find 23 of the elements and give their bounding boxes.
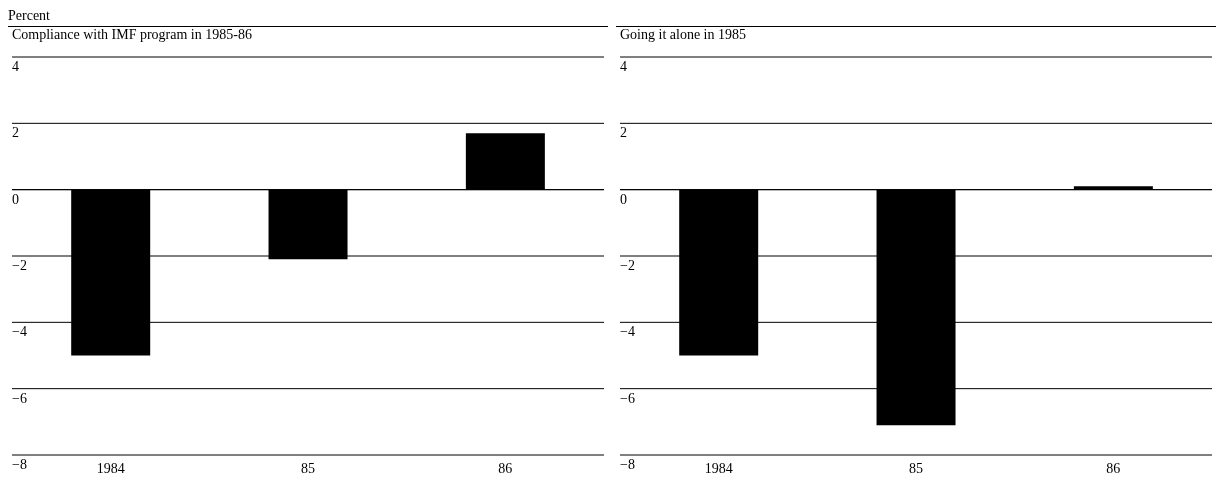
y-axis-title: Percent <box>8 8 51 25</box>
x-tick-label: 86 <box>498 460 513 476</box>
y-tick-label: −6 <box>620 390 635 406</box>
y-tick-label: −2 <box>12 258 27 273</box>
y-tick-label: −8 <box>12 457 27 472</box>
y-tick-label: 4 <box>12 59 19 74</box>
x-tick-label: 86 <box>1106 460 1121 476</box>
y-tick-label: 2 <box>620 125 627 141</box>
y-tick-label: 0 <box>12 191 19 207</box>
x-tick-label: 85 <box>909 460 923 476</box>
chart-title: Going it alone in 1985 <box>616 26 1216 49</box>
y-tick-label: −2 <box>620 258 635 273</box>
x-tick-label: 1984 <box>704 460 733 476</box>
y-tick-label: 4 <box>620 59 627 74</box>
x-tick-label: 1984 <box>96 460 125 476</box>
y-tick-label: 0 <box>620 191 627 207</box>
y-tick-label: 2 <box>12 125 19 141</box>
y-tick-label: −4 <box>620 324 635 340</box>
x-tick-label: 85 <box>301 460 315 476</box>
y-tick-label: −4 <box>12 324 27 340</box>
chart-title: Compliance with IMF program in 1985-86 <box>8 26 608 49</box>
y-tick-label: −6 <box>12 390 27 406</box>
y-tick-label: −8 <box>620 457 635 472</box>
